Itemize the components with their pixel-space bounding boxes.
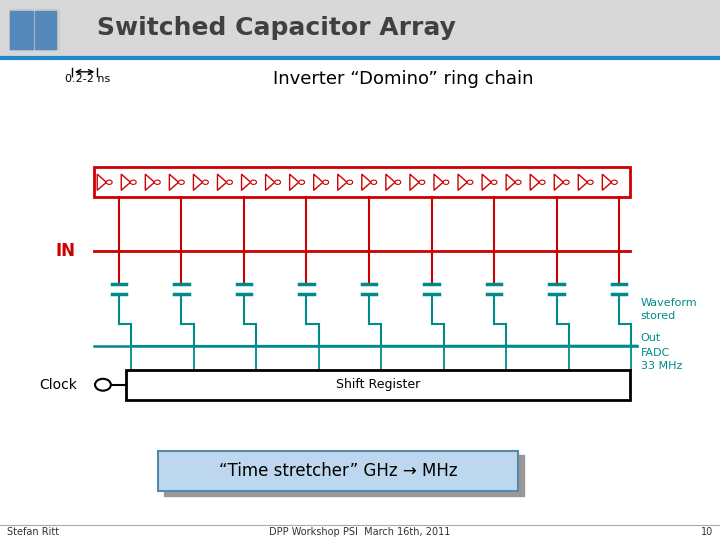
Bar [126,370,630,400]
Polygon shape [194,174,202,191]
Polygon shape [578,174,588,191]
Polygon shape [554,174,564,191]
Circle shape [107,180,112,185]
Circle shape [564,180,570,185]
Polygon shape [289,174,299,191]
Polygon shape [217,174,227,191]
Bar [94,167,630,197]
Circle shape [443,180,449,185]
Polygon shape [482,174,491,191]
Polygon shape [434,174,443,191]
Circle shape [467,180,473,185]
Text: Shift Register: Shift Register [336,378,420,392]
Circle shape [155,180,161,185]
Text: Stefan Ritt: Stefan Ritt [7,528,59,537]
Polygon shape [386,174,395,191]
Circle shape [588,180,593,185]
Text: 0.2-2 ns: 0.2-2 ns [65,75,110,84]
Polygon shape [603,174,611,191]
Circle shape [251,180,256,185]
Polygon shape [361,174,371,191]
Bar [9,9,59,50]
Bar [10,11,33,49]
Text: Switched Capacitor Array: Switched Capacitor Array [97,16,456,40]
Circle shape [347,180,353,185]
Circle shape [95,379,111,390]
Circle shape [371,180,377,185]
Polygon shape [241,174,251,191]
Circle shape [227,180,233,185]
Text: Inverter “Domino” ring chain: Inverter “Domino” ring chain [273,70,534,89]
Polygon shape [121,174,130,191]
Polygon shape [338,174,347,191]
Polygon shape [97,174,107,191]
Polygon shape [314,174,323,191]
Text: 10: 10 [701,528,713,537]
Polygon shape [530,174,539,191]
Circle shape [179,180,184,185]
Circle shape [275,180,281,185]
Circle shape [611,180,617,185]
Bar [35,11,56,49]
Polygon shape [410,174,419,191]
Polygon shape [506,174,516,191]
Circle shape [516,180,521,185]
Text: FADC
33 MHz: FADC 33 MHz [641,348,682,370]
Polygon shape [145,174,155,191]
Text: IN: IN [55,242,76,260]
Polygon shape [266,174,275,191]
Circle shape [395,180,401,185]
Bar [158,451,518,491]
Text: Out: Out [641,333,661,343]
Text: DPP Workshop PSI  March 16th, 2011: DPP Workshop PSI March 16th, 2011 [269,528,451,537]
Circle shape [299,180,305,185]
Circle shape [491,180,497,185]
Circle shape [419,180,425,185]
Circle shape [202,180,208,185]
Polygon shape [169,174,179,191]
Bar [164,455,524,496]
Bar [0,0,720,57]
Text: Clock: Clock [40,378,78,392]
Polygon shape [458,174,467,191]
Circle shape [130,180,136,185]
Circle shape [323,180,328,185]
Circle shape [539,180,545,185]
Text: “Time stretcher” GHz → MHz: “Time stretcher” GHz → MHz [219,462,458,480]
Text: Waveform
stored: Waveform stored [641,298,698,321]
